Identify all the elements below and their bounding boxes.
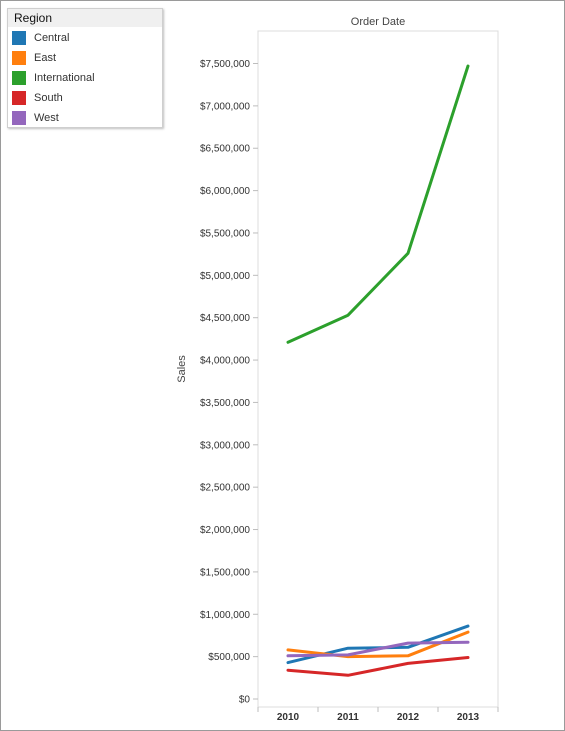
- legend-swatch-west: [12, 111, 26, 125]
- legend-item-west[interactable]: West: [12, 110, 160, 126]
- y-tick-label: $6,000,000: [200, 186, 250, 197]
- legend-swatch-south: [12, 91, 26, 105]
- legend-label-south: South: [34, 92, 63, 104]
- y-tick-label: $6,500,000: [200, 144, 250, 155]
- x-tick-label: 2012: [397, 712, 420, 723]
- y-tick-label: $5,000,000: [200, 271, 250, 282]
- x-tick-label: 2010: [277, 712, 300, 723]
- y-tick-label: $2,500,000: [200, 483, 250, 494]
- y-tick-label: $500,000: [208, 652, 250, 663]
- y-tick-label: $5,500,000: [200, 228, 250, 239]
- legend-swatch-east: [12, 51, 26, 65]
- series-line-south[interactable]: [286, 656, 470, 677]
- y-tick-label: $3,000,000: [200, 440, 250, 451]
- chart-title: Order Date: [351, 16, 405, 28]
- y-tick-label: $1,000,000: [200, 610, 250, 621]
- legend-item-south[interactable]: South: [12, 90, 160, 106]
- legend-label-east: East: [34, 52, 57, 64]
- legend-swatch-central: [12, 31, 26, 45]
- y-tick-label: $2,000,000: [200, 525, 250, 536]
- series-line-international[interactable]: [286, 64, 470, 344]
- x-axis: 2010 2011 2012 2013: [257, 707, 499, 723]
- y-axis: $0 $500,000 $1,000,000 $1,500,000 $2,000,000…: [200, 59, 258, 706]
- y-axis-title: Sales: [176, 355, 188, 383]
- y-tick-label: $4,500,000: [200, 313, 250, 324]
- y-tick-label: $3,500,000: [200, 398, 250, 409]
- legend-label-west: West: [34, 112, 59, 124]
- legend-swatch-international: [12, 71, 26, 85]
- legend-label-international: International: [34, 72, 95, 84]
- x-tick-label: 2013: [457, 712, 480, 723]
- y-tick-label: $4,000,000: [200, 356, 250, 367]
- y-tick-label: $1,500,000: [200, 567, 250, 578]
- y-tick-label: $7,000,000: [200, 101, 250, 112]
- y-tick-label: $0: [239, 695, 251, 706]
- series-line-west[interactable]: [286, 640, 470, 658]
- x-tick-label: 2011: [337, 712, 359, 723]
- legend-item-international[interactable]: International: [12, 70, 160, 86]
- plot-area: [257, 30, 499, 708]
- legend-label-central: Central: [34, 32, 70, 44]
- legend: Region Central East International South …: [7, 8, 163, 128]
- legend-title: Region: [8, 9, 162, 27]
- legend-item-central[interactable]: Central: [12, 30, 160, 46]
- y-tick-label: $7,500,000: [200, 59, 250, 70]
- series-lines: [286, 64, 470, 677]
- legend-item-east[interactable]: East: [12, 50, 160, 66]
